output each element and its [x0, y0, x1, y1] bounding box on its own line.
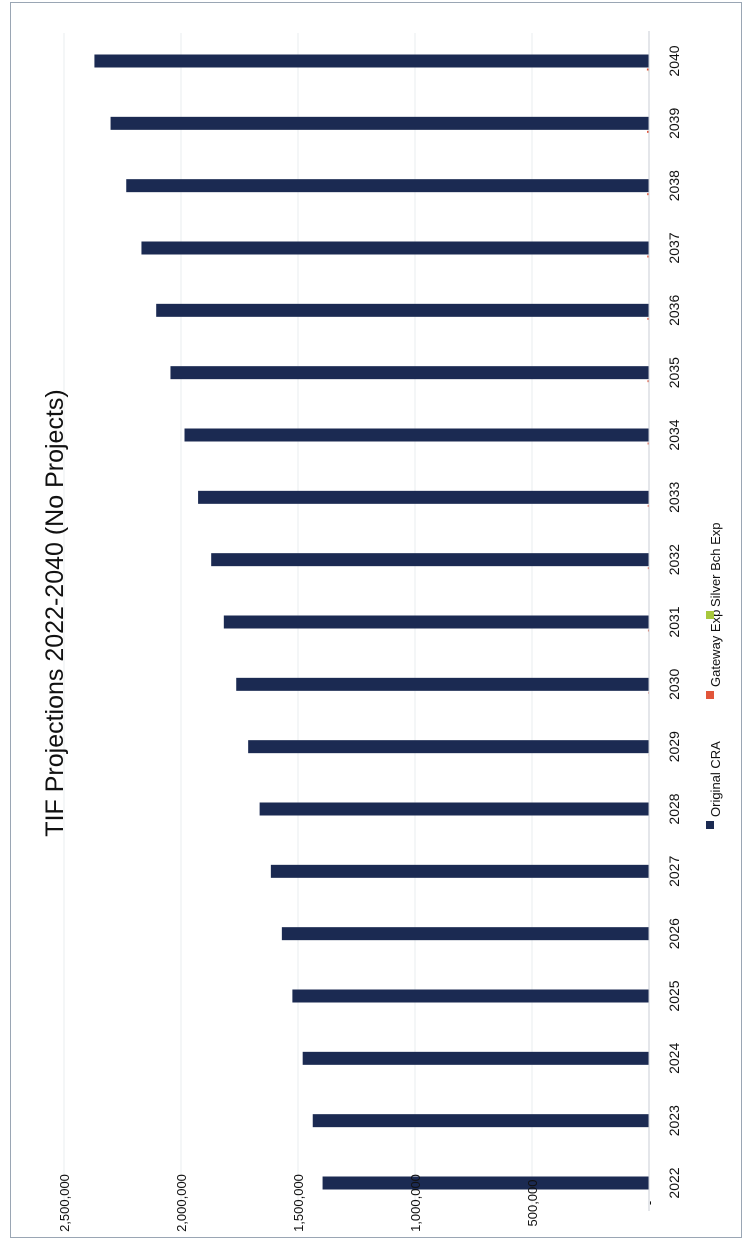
category-tick-label: 2022 — [666, 1167, 682, 1198]
bar-original-cra — [259, 802, 649, 816]
category-tick-label: 2025 — [666, 980, 682, 1011]
legend-swatch — [706, 821, 714, 829]
category-tick-label: 2037 — [666, 232, 682, 263]
category-tick-label: 2031 — [666, 606, 682, 637]
bar-original-cra — [184, 428, 649, 442]
bar-original-cra — [223, 615, 649, 629]
legend-layer: Original CRA Gateway Exp Silver Bch Exp — [706, 522, 723, 829]
bar-original-cra — [302, 1051, 649, 1065]
value-tick-label: - — [642, 1201, 657, 1205]
bar-original-cra — [211, 553, 649, 567]
legend-swatch — [706, 691, 714, 699]
bar-gateway-exp — [647, 130, 649, 133]
category-tick-label: 2036 — [666, 295, 682, 326]
bar-gateway-exp — [646, 68, 649, 71]
category-tick-label: 2033 — [666, 482, 682, 513]
value-tick-label: 1,500,000 — [291, 1174, 306, 1232]
category-tick-label: 2035 — [666, 357, 682, 388]
bar-gateway-exp — [647, 567, 649, 570]
bar-original-cra — [110, 116, 650, 130]
bar-original-cra — [198, 490, 649, 504]
value-tick-label: 1,000,000 — [408, 1174, 423, 1232]
bar-gateway-exp — [647, 255, 649, 258]
value-tick-label: 2,000,000 — [174, 1174, 189, 1232]
bar-original-cra — [248, 740, 649, 754]
bar-original-cra — [270, 864, 649, 878]
bar-gateway-exp — [647, 380, 649, 383]
bar-original-cra — [312, 1114, 649, 1128]
category-tick-label: 2024 — [666, 1043, 682, 1074]
chart-frame: - 500,000 1,000,000 1,500,000 2,000,000 2,500… — [10, 2, 742, 1238]
category-tick-label: 2028 — [666, 793, 682, 824]
legend-swatch — [706, 611, 714, 619]
bar-gateway-exp — [647, 629, 649, 632]
label-layer: - 500,000 1,000,000 1,500,000 2,000,000 2,500… — [57, 45, 682, 1232]
category-tick-label: 2029 — [666, 731, 682, 762]
bar-original-cra — [322, 1176, 649, 1190]
value-tick-label: 500,000 — [525, 1180, 540, 1227]
chart-canvas: - 500,000 1,000,000 1,500,000 2,000,000 2,500… — [41, 31, 723, 1232]
bar-gateway-exp — [647, 504, 649, 507]
legend-label: Silver Bch Exp — [708, 522, 723, 607]
category-tick-label: 2040 — [666, 45, 682, 76]
category-tick-label: 2039 — [666, 108, 682, 139]
bar-gateway-exp — [647, 442, 649, 445]
legend-label: Gateway Exp — [708, 610, 723, 687]
bar-layer — [94, 54, 650, 1190]
bar-gateway-exp — [647, 193, 649, 196]
bar-original-cra — [141, 241, 650, 255]
bar-original-cra — [156, 303, 650, 317]
category-tick-label: 2023 — [666, 1105, 682, 1136]
bar-original-cra — [292, 989, 649, 1003]
bar-original-cra — [170, 366, 649, 380]
bar-original-cra — [281, 927, 649, 941]
category-tick-label: 2026 — [666, 918, 682, 949]
bar-gateway-exp — [647, 317, 649, 320]
category-tick-label: 2030 — [666, 669, 682, 700]
value-tick-label: 2,500,000 — [57, 1174, 72, 1232]
chart-title: TIF Projections 2022-2040 (No Projects) — [41, 389, 69, 836]
bar-original-cra — [94, 54, 650, 68]
legend-label: Original CRA — [708, 741, 723, 817]
category-tick-label: 2038 — [666, 170, 682, 201]
category-tick-label: 2027 — [666, 856, 682, 887]
category-tick-label: 2034 — [666, 419, 682, 450]
bar-original-cra — [236, 677, 649, 691]
bar-original-cra — [126, 179, 649, 193]
category-tick-label: 2032 — [666, 544, 682, 575]
